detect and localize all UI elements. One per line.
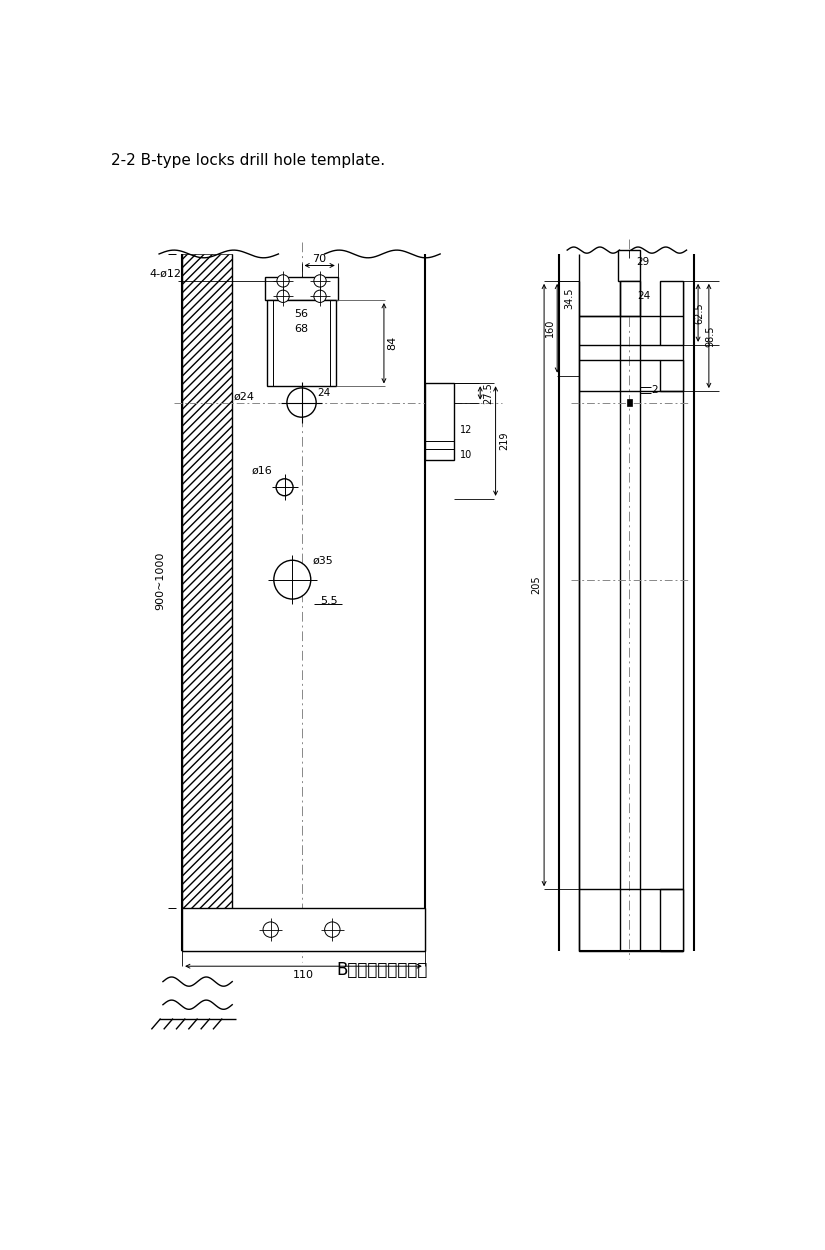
Text: 27.5: 27.5 — [483, 382, 493, 404]
Circle shape — [276, 479, 293, 496]
Text: 24: 24 — [638, 291, 651, 301]
Text: B款门锁木门开孔图: B款门锁木门开孔图 — [337, 961, 428, 979]
Bar — [182, 909, 425, 951]
Text: 29: 29 — [636, 256, 649, 266]
Text: 5.5: 5.5 — [320, 596, 338, 606]
Bar — [620, 281, 639, 316]
Text: 34.5: 34.5 — [564, 288, 574, 309]
Text: 2: 2 — [652, 385, 658, 395]
Bar — [266, 278, 337, 300]
Text: ø16: ø16 — [251, 465, 272, 475]
Circle shape — [287, 388, 316, 418]
Bar — [660, 281, 683, 345]
Ellipse shape — [274, 560, 311, 599]
Bar — [618, 250, 640, 281]
Circle shape — [277, 275, 290, 288]
Text: 219: 219 — [499, 431, 509, 450]
Text: ø24: ø24 — [233, 391, 254, 401]
Bar — [660, 889, 683, 951]
Text: 160: 160 — [544, 319, 554, 338]
Bar — [660, 281, 683, 345]
Bar — [182, 909, 425, 951]
Text: 24: 24 — [318, 389, 331, 399]
Bar — [660, 360, 683, 391]
Text: 12: 12 — [460, 425, 473, 435]
Bar — [660, 889, 683, 951]
Text: 10: 10 — [460, 450, 473, 460]
Text: 2-2 B-type locks drill hole template.: 2-2 B-type locks drill hole template. — [111, 152, 385, 168]
Text: 56: 56 — [295, 309, 309, 319]
Circle shape — [263, 922, 279, 938]
Text: 68: 68 — [295, 325, 309, 335]
Text: 110: 110 — [293, 970, 314, 980]
Circle shape — [314, 290, 326, 302]
Text: 205: 205 — [531, 576, 541, 594]
Text: 70: 70 — [313, 254, 327, 264]
Text: 62.5: 62.5 — [695, 302, 705, 324]
Text: 900~1000: 900~1000 — [156, 552, 166, 610]
Text: 4-ø12: 4-ø12 — [150, 269, 182, 279]
Bar — [627, 399, 632, 406]
Bar — [425, 384, 454, 460]
Bar — [660, 360, 683, 391]
Text: 84: 84 — [388, 336, 398, 350]
Circle shape — [314, 275, 326, 288]
Text: ø35: ø35 — [313, 555, 333, 565]
Text: 98.5: 98.5 — [705, 325, 715, 346]
Circle shape — [277, 290, 290, 302]
Bar — [267, 300, 337, 386]
Circle shape — [324, 922, 340, 938]
Bar — [182, 254, 233, 951]
